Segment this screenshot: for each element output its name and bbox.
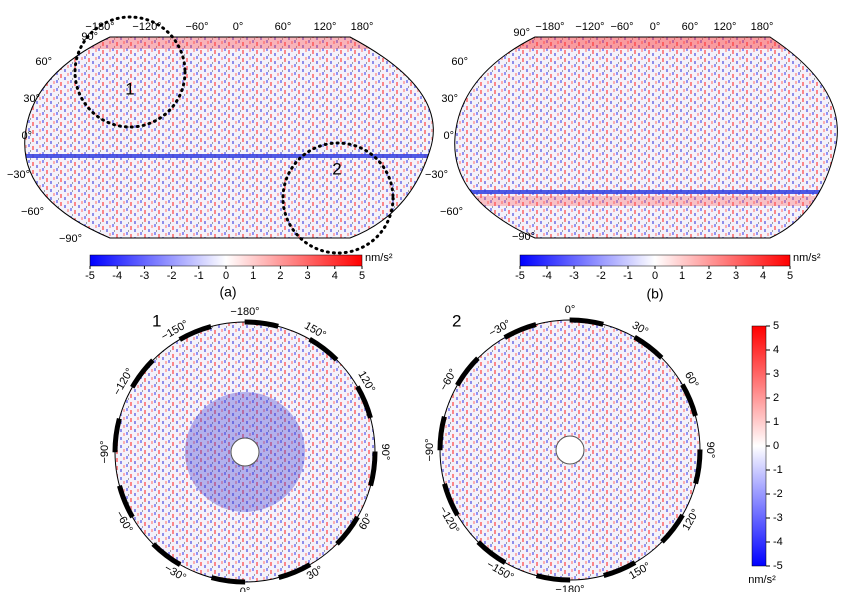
map-a [20,30,440,245]
lon-label: −120° [132,21,161,33]
lon-label: −60° [185,21,208,33]
colorbar-tick-label: -5 [85,270,95,282]
lat-label: −90° [59,233,82,245]
colorbar-tick-label: -3 [569,270,579,282]
figure: −180°−120°−60°0°60°120°180°90°60°30°0°−3… [0,0,862,592]
lon-label: 60° [275,21,292,33]
angle-label: −180° [555,584,584,592]
colorbar-tick-label: -4 [773,536,783,548]
lon-label: 120° [314,21,337,33]
lat-label: 30° [23,93,40,105]
zoom-label: 1 [125,79,134,98]
lon-label: −60° [610,21,633,33]
angle-label: 0° [565,304,576,316]
angle-label: −180° [230,306,259,318]
lat-label: 0° [443,130,454,142]
colorbar-tick-label: -4 [542,270,552,282]
colorbar-tick-label: 5 [787,270,793,282]
polar-label: 2 [452,311,461,330]
angle-label: 30° [630,319,650,338]
colorbar-tick-label: -1 [773,464,783,476]
colorbar-tick-label: -2 [596,270,606,282]
colorbar-tick-label: 1 [679,270,685,282]
colorbar-tick-label: -5 [515,270,525,282]
colorbar-tick-label: 5 [359,270,365,282]
colorbar-unit: nm/s² [793,252,821,264]
lon-label: 180° [351,21,374,33]
colorbar-tick-label: -2 [167,270,177,282]
colorbar-tick-label: 0 [652,270,658,282]
colorbar-tick-label: -2 [773,488,783,500]
colorbar-tick-label: -4 [112,270,122,282]
caption: (b) [646,286,663,302]
page: −180°−120°−60°0°60°120°180°90°60°30°0°−3… [0,0,862,592]
colorbar-tick-label: 3 [733,270,739,282]
lon-label: −120° [575,21,604,33]
angle-label: 90° [379,444,391,461]
colorbar-tick-label: 4 [773,344,779,356]
lon-label: 60° [682,21,699,33]
colorbar-tick-label: 5 [773,320,779,332]
lat-label: 60° [451,56,468,68]
colorbar-a [90,255,362,266]
lat-label: −30° [7,169,30,181]
map-b [450,30,850,245]
lon-label: 0° [650,21,661,33]
lat-label: −60° [21,206,44,218]
colorbar-tick-label: 4 [332,270,338,282]
lon-label: −180° [535,21,564,33]
lon-label: 180° [751,21,774,33]
lat-label: 30° [441,93,458,105]
colorbar-tick-label: 2 [773,392,779,404]
lat-label: 60° [35,56,52,68]
colorbar-tick-label: 0 [773,440,779,452]
colorbar-tick-label: 2 [277,270,283,282]
colorbar-tick-label: 1 [250,270,256,282]
colorbar-unit: nm/s² [748,574,776,586]
angle-label: 90° [704,442,716,459]
colorbar-tick-label: -1 [623,270,633,282]
colorbar-tick-label: 1 [773,416,779,428]
polar-label: 1 [152,311,161,330]
angle-label: 60° [357,512,376,532]
lon-label: 0° [233,21,244,33]
colorbar-tick-label: 2 [706,270,712,282]
colorbar-tick-label: -3 [773,512,783,524]
colorbar-tick-label: -1 [194,270,204,282]
colorbar-tick-label: -3 [140,270,150,282]
zoom-label: 2 [332,159,341,178]
angle-label: 0° [240,586,251,592]
colorbar-unit: nm/s² [365,252,393,264]
polar-2 [440,320,700,580]
colorbar-b [520,255,790,266]
caption: (a) [219,284,236,300]
polar-1 [115,322,375,582]
lat-label: −90° [512,231,535,243]
colorbar-tick-label: -5 [773,560,783,572]
colorbar-tick-label: 3 [773,368,779,380]
lon-label: 120° [714,21,737,33]
colorbar-tick-label: 4 [760,270,766,282]
colorbar-polar [752,326,766,566]
lat-label: 90° [81,31,98,43]
colorbar-tick-label: 0 [223,270,229,282]
lat-label: 90° [513,27,530,39]
lat-label: −30° [425,169,448,181]
lat-label: −60° [440,206,463,218]
angle-label: −90° [424,438,436,461]
angle-label: −90° [99,440,111,463]
colorbar-tick-label: 3 [305,270,311,282]
lat-label: 0° [21,130,32,142]
